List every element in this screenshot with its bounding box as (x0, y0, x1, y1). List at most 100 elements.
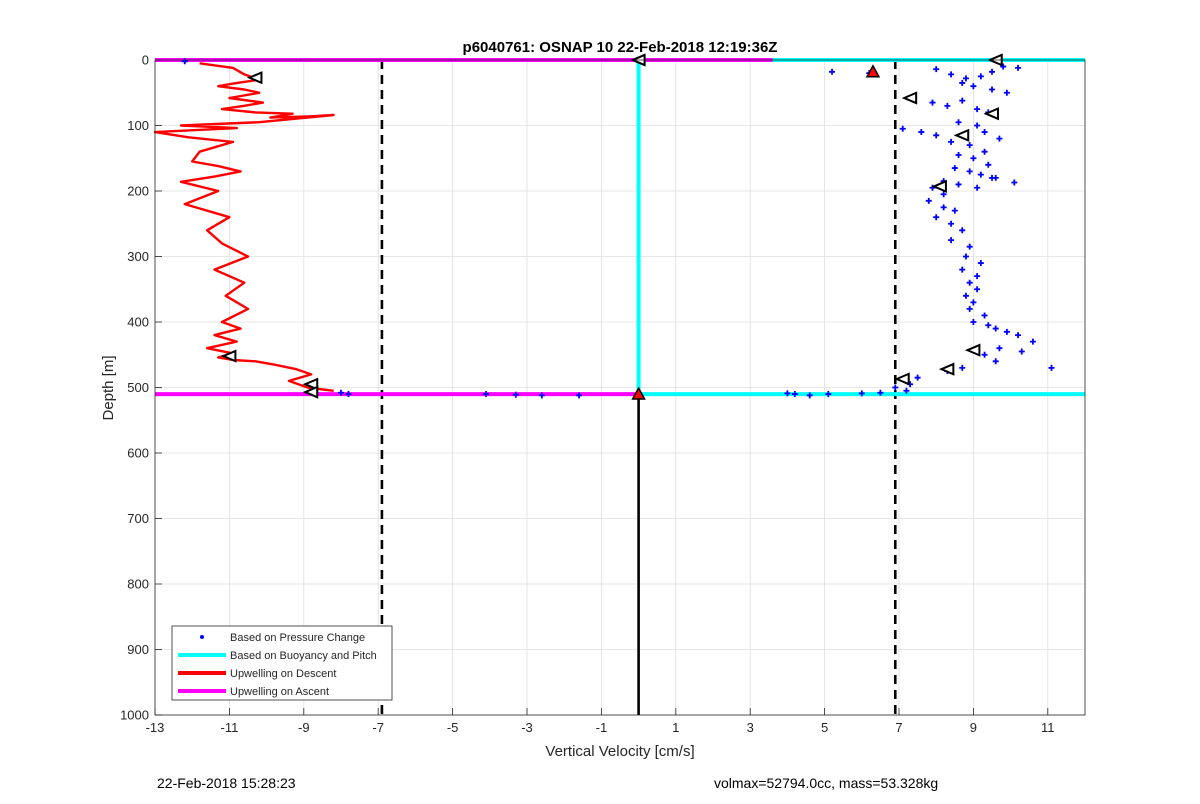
pressure-change-point (338, 389, 344, 396)
pressure-change-point (989, 174, 995, 181)
x-tick-label: -9 (298, 720, 310, 735)
pressure-change-point (903, 387, 910, 394)
triangle-marker (938, 362, 955, 376)
pressure-change-point (959, 364, 966, 371)
pressure-change-point (512, 391, 519, 398)
pressure-change-point (970, 319, 977, 325)
y-axis-ticks: 0 100 200 300 400 500 600 700 800 900 1000 (120, 53, 162, 723)
x-tick-label: 3 (747, 720, 754, 735)
pressure-change-point (974, 122, 981, 129)
pressure-change-point (981, 312, 988, 319)
pressure-change-point (345, 391, 352, 398)
pressure-change-point (829, 68, 836, 75)
pressure-change-point (996, 135, 1003, 142)
pressure-change-point (1048, 364, 1055, 371)
pressure-change-point (996, 345, 1003, 352)
x-tick-label: 1 (672, 720, 679, 735)
pressure-change-point (933, 66, 940, 73)
pressure-change-point (1018, 348, 1025, 355)
pressure-change-point (959, 227, 966, 234)
pressure-change-point (948, 237, 955, 244)
x-tick-label: 7 (895, 720, 902, 735)
descent-marker (631, 386, 646, 400)
pressure-change-point (962, 292, 969, 299)
triangle-marker (983, 107, 999, 121)
x-tick-label: 5 (821, 720, 828, 735)
pressure-change-point (955, 151, 962, 158)
triangle-marker (964, 343, 981, 357)
y-tick-label: 900 (127, 642, 149, 657)
pressure-change-point (1015, 332, 1022, 339)
triangle-marker (302, 377, 319, 391)
legend-swatch-dot (200, 635, 204, 639)
pressure-change-point (948, 138, 955, 145)
pressure-change-point (974, 106, 981, 113)
pressure-change-point (985, 322, 992, 329)
pressure-change-point (985, 161, 992, 168)
x-axis-ticks: -13 -11 -9 -7 -5 -3 -1 1 3 5 7 9 11 (146, 708, 1055, 735)
pressure-change-point (992, 358, 999, 365)
pressure-change-point (962, 253, 969, 260)
pressure-change-point (1011, 179, 1018, 186)
pressure-change-point (1000, 63, 1007, 70)
pressure-change-point (989, 68, 995, 75)
pressure-change-point (1003, 89, 1010, 96)
x-tick-label: 11 (1041, 720, 1055, 735)
legend: Based on Pressure Change Based on Buoyanc… (171, 625, 393, 701)
pressure-change-point (944, 102, 951, 109)
pressure-change-point (538, 392, 545, 399)
pressure-change-point (959, 97, 966, 104)
x-axis-label: Vertical Velocity [cm/s] (545, 743, 694, 760)
pressure-change-point (981, 129, 988, 136)
y-tick-label: 200 (127, 184, 149, 199)
triangle-marker (931, 179, 947, 194)
triangle-marker (246, 71, 263, 85)
pressure-change-point (970, 299, 977, 306)
y-tick-label: 1000 (120, 708, 149, 723)
pressure-change-point (966, 142, 973, 149)
pressure-change-point (877, 389, 884, 396)
pressure-change-point (951, 165, 958, 172)
triangle-marker (302, 385, 319, 399)
pressure-change-point (925, 197, 932, 204)
pressure-change-point (940, 204, 947, 211)
pressure-change-point (858, 390, 865, 397)
x-tick-label: -5 (447, 720, 459, 735)
pressure-change-point (959, 266, 966, 273)
pressure-change-point (955, 181, 962, 188)
pressure-change-point (933, 214, 940, 221)
legend-label: Upwelling on Descent (230, 668, 336, 680)
reference-lines (380, 60, 897, 715)
x-tick-label: -3 (521, 720, 533, 735)
triangle-marker (220, 349, 237, 363)
pressure-change-point (977, 260, 984, 267)
triangle-marker (901, 91, 918, 105)
pressure-change-point (948, 220, 955, 227)
x-tick-label: -11 (220, 720, 238, 735)
pressure-change-point (966, 305, 973, 312)
y-tick-label: 400 (127, 315, 149, 330)
descent-marker (865, 64, 881, 78)
pressure-change-point (970, 155, 977, 162)
y-tick-label: 500 (127, 380, 149, 395)
pressure-change-point (977, 171, 984, 178)
pressure-change-point (974, 184, 981, 191)
pressure-change-point (1003, 328, 1010, 335)
grid-lines (154, 59, 1085, 716)
x-tick-label: -13 (146, 720, 165, 735)
pressure-change-point (966, 279, 973, 286)
pressure-change-point (918, 129, 925, 136)
pressure-change-point (948, 71, 955, 78)
y-tick-label: 0 (142, 53, 149, 68)
pressure-change-point (951, 207, 958, 214)
pressure-change-point (974, 273, 981, 280)
pressure-change-point (940, 191, 947, 198)
chart-title: p6040761: OSNAP 10 22-Feb-2018 12:19:36Z (463, 39, 778, 56)
legend-label: Based on Pressure Change (230, 632, 365, 644)
legend-label: Based on Buoyancy and Pitch (230, 650, 377, 662)
pressure-change-point (1029, 338, 1036, 345)
pressure-change-point (959, 79, 966, 86)
pressure-change-point (929, 99, 936, 106)
legend-label: Upwelling on Ascent (230, 686, 329, 698)
